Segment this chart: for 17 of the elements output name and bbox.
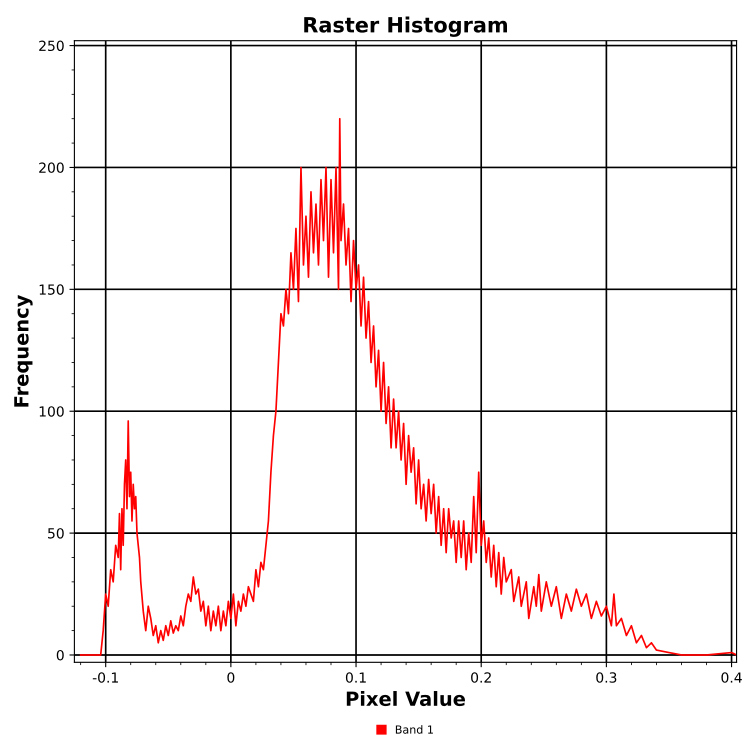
x-axis-title: Pixel Value: [346, 691, 465, 706]
chart-title: Raster Histogram: [304, 16, 507, 37]
x-tick-label: 0.3: [596, 672, 616, 683]
y-tick-label: 150: [40, 284, 64, 295]
y-tick-label: 200: [39, 162, 64, 173]
y-axis-title: Frequency: [14, 294, 33, 407]
x-tick-label: 0.4: [721, 672, 742, 683]
line-series: [80, 118, 737, 656]
y-tick-label: 100: [40, 406, 64, 417]
legend-label: Band 1: [396, 725, 433, 734]
y-tick-label: 50: [48, 528, 64, 539]
x-tick-label: 0.1: [346, 672, 366, 683]
x-tick-label: -0.1: [92, 672, 118, 683]
y-tick-label: 250: [39, 40, 64, 52]
y-tick-label: 0: [56, 650, 64, 660]
x-tick-label: 0.2: [471, 672, 491, 683]
x-tick-label: 0: [227, 672, 234, 683]
